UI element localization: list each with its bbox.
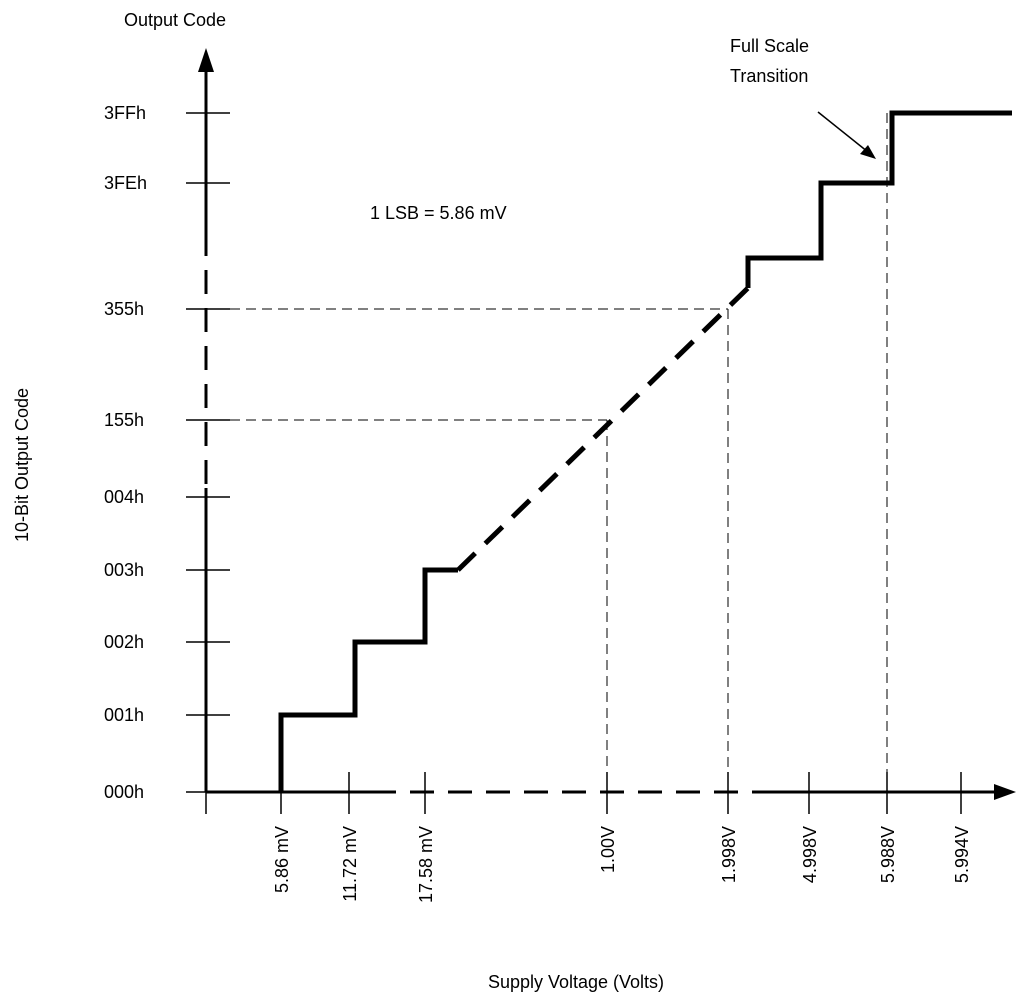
- y-tick-label: 001h: [104, 705, 144, 725]
- y-tick-label: 004h: [104, 487, 144, 507]
- x-tick-label: 17.58 mV: [416, 826, 436, 903]
- upper-staircase: [745, 110, 1012, 288]
- y-tick-label: 3FFh: [104, 103, 146, 123]
- y-tick-label: 002h: [104, 632, 144, 652]
- y-tick-label: 003h: [104, 560, 144, 580]
- x-tick-label: 5.994V: [952, 826, 972, 883]
- lower-staircase: [278, 567, 458, 792]
- x-tick-label: 5.988V: [878, 826, 898, 883]
- full-scale-arrow-line: [817, 111, 869, 153]
- x-tick-label: 11.72 mV: [340, 826, 360, 902]
- full-scale-label-line2: Transition: [730, 66, 808, 86]
- y-tick-label: 3FEh: [104, 173, 147, 193]
- y-tick-label: 355h: [104, 299, 144, 319]
- y-tick-label: 155h: [104, 410, 144, 430]
- full-scale-arrow-icon: [860, 145, 876, 159]
- transfer-dashed-segment: [456, 286, 750, 572]
- y-tick-labels: 3FFh 3FEh 355h 155h 004h 003h 002h 001h …: [104, 103, 147, 802]
- x-tick-label: 1.998V: [719, 826, 739, 883]
- guide-lines: [230, 113, 888, 792]
- y-axis-side-label: 10-Bit Output Code: [12, 388, 32, 542]
- x-axis-arrow-icon: [994, 784, 1016, 800]
- x-tick-label: 5.86 mV: [272, 826, 292, 893]
- x-axis-label: Supply Voltage (Volts): [488, 972, 664, 992]
- y-axis-arrow-icon: [198, 48, 214, 72]
- x-tick-labels: 5.86 mV 11.72 mV 17.58 mV 1.00V 1.998V 4…: [272, 826, 972, 903]
- lsb-annotation: 1 LSB = 5.86 mV: [370, 203, 507, 223]
- y-axis-top-label: Output Code: [124, 10, 226, 30]
- y-tick-marks: [186, 112, 230, 793]
- x-tick-label: 1.00V: [598, 826, 618, 873]
- full-scale-label-line1: Full Scale: [730, 36, 809, 56]
- y-tick-label: 000h: [104, 782, 144, 802]
- x-tick-label: 4.998V: [800, 826, 820, 883]
